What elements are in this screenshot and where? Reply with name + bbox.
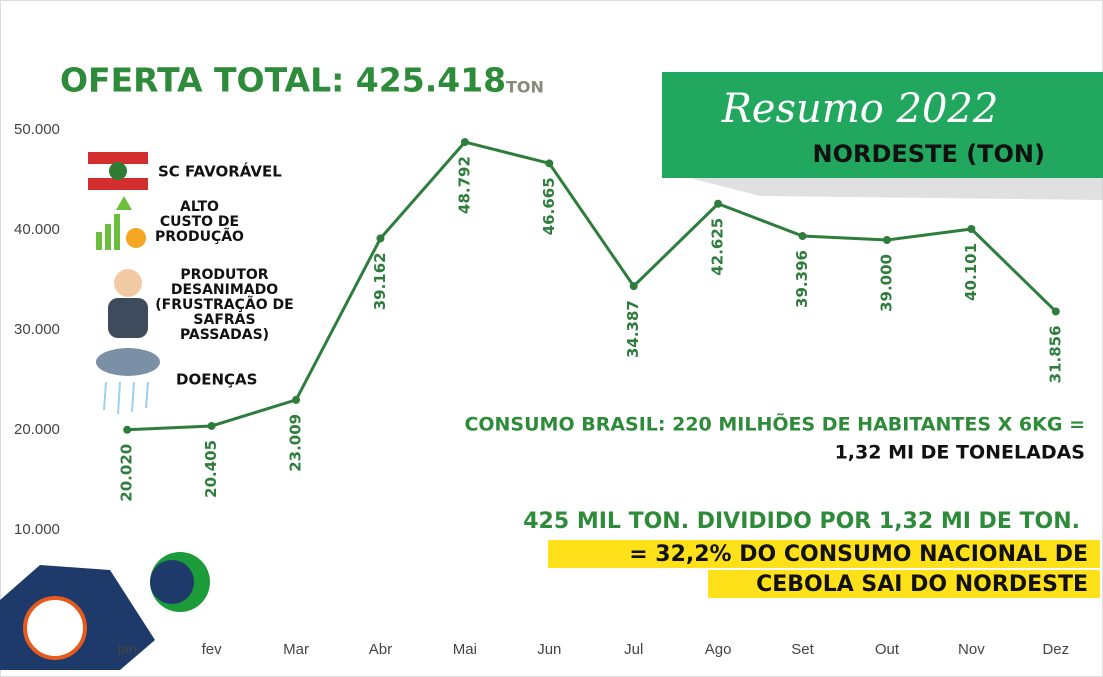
value-label: 34.387: [624, 300, 642, 358]
consumption: CONSUMO BRASIL: 220 MILHÕES DE HABITANTE…: [464, 412, 1085, 436]
value-label: 39.162: [371, 252, 389, 310]
point: [1051, 307, 1060, 316]
share: 425 MIL TON. DIVIDIDO POR 1,32 MI DE TON…: [523, 509, 1080, 534]
cost-bar: [114, 214, 120, 250]
value-label: 20.405: [202, 440, 220, 498]
factor: SC FAVORÁVEL: [158, 162, 282, 181]
farmer-body: [108, 298, 148, 338]
value-label: 48.792: [455, 156, 473, 214]
factor-box: ALTO CUSTO DE PRODUÇÃO: [155, 200, 244, 245]
x-tick-label: Nov: [958, 641, 985, 658]
share: CEBOLA SAI DO NORDESTE: [756, 572, 1088, 597]
factor: DOENÇAS: [176, 371, 257, 389]
y-tick-label: 50.000: [14, 121, 60, 138]
banner-script: Resumo 2022: [721, 86, 999, 132]
consumption: 1,32 MI DE TONELADAS: [835, 442, 1085, 464]
x-tick-label: fev: [202, 641, 223, 658]
y-tick-label: 20.000: [14, 421, 60, 438]
x-tick-label: Set: [791, 641, 814, 658]
cost-arrow: [116, 196, 132, 210]
y-tick-label: 40.000: [14, 221, 60, 238]
value-label: 23.009: [287, 414, 305, 472]
value-label: 20.020: [118, 444, 136, 502]
point: [376, 234, 385, 243]
point: [882, 236, 891, 244]
banner: [662, 72, 1103, 178]
factor-box: PRODUTOR DESANIMADO (FRUSTRAÇÃO DE SAFRA…: [155, 268, 294, 343]
point: [714, 199, 723, 208]
x-tick-label: Jun: [537, 641, 561, 658]
share: = 32,2% DO CONSUMO NACIONAL DE: [629, 542, 1088, 567]
point: [207, 421, 216, 430]
value-label: 46.665: [540, 177, 558, 235]
highlight: [708, 570, 1100, 598]
x-tick-label: Jul: [624, 641, 643, 658]
x-tick-label: Out: [875, 641, 900, 658]
point: [967, 224, 976, 233]
y-tick-label: 10.000: [14, 521, 60, 538]
rain: [103, 381, 149, 415]
x-tick-label: Dez: [1042, 641, 1069, 658]
banner-shadow: [690, 178, 1103, 200]
point: [123, 425, 132, 434]
sc-flag-emblem: [109, 162, 127, 180]
cost-bar: [105, 224, 111, 250]
point: [798, 232, 807, 241]
point: [460, 138, 469, 147]
cost-bar: [96, 232, 102, 250]
factor: ALTO CUSTO DE PRODUÇÃO: [155, 200, 244, 245]
point: [545, 159, 554, 168]
chart-title: OFERTA TOTAL: 425.418: [60, 61, 506, 100]
farmer-head: [114, 269, 142, 297]
brazil-globe: [150, 560, 194, 604]
value-label: 39.396: [793, 250, 811, 308]
value-label: 31.856: [1046, 325, 1064, 383]
x-tick-label: jan: [116, 641, 137, 658]
x-tick-label: Mar: [283, 641, 309, 658]
highlight: [548, 540, 1100, 568]
value-label: 42.625: [709, 218, 727, 276]
value-label: 39.000: [877, 254, 895, 312]
x-tick-label: Mai: [453, 641, 477, 658]
cloud: [96, 348, 160, 376]
logo: [23, 596, 87, 660]
value-label: 40.101: [962, 243, 980, 301]
title-unit: TON: [506, 78, 544, 97]
cost-coin: [126, 228, 146, 248]
line: [127, 140, 1057, 432]
y-tick-label: 30.000: [14, 321, 60, 338]
point: [292, 395, 301, 404]
x-tick-label: Abr: [369, 641, 392, 658]
x-tick-label: Ago: [705, 641, 732, 658]
factor: PRODUTOR DESANIMADO (FRUSTRAÇÃO DE SAFRA…: [155, 268, 294, 343]
subtitle: NORDESTE (TON): [813, 140, 1046, 168]
factor-icons: [88, 152, 160, 415]
point: [629, 282, 638, 291]
